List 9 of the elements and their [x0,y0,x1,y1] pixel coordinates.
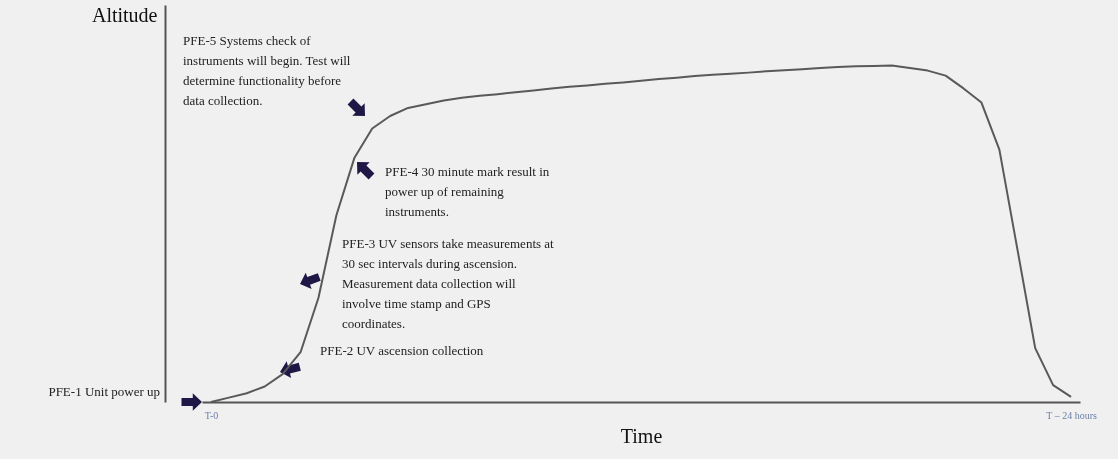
annotation: PFE-2 UV ascension collection [320,343,484,358]
x-axis-title: Time [620,424,663,447]
annotation: PFE-5 Systems check of instruments will begin. Test will determine functionality before data collection. [183,33,351,108]
annotation: PFE-3 UV sensors take measurements at 30 sec intervals during ascension. Measurement data collection will involve time stamp and GPS coordinates. [342,236,555,331]
text: PFE-1 Unit power up [48,384,160,399]
x-tick-label: T – 24 hours [1046,409,1097,421]
y-axis-title: Altitude [91,3,158,26]
annotation: PFE-4 30 minute mark result in power up of remaining instruments. [385,164,550,219]
x-tick-label: T-0 [204,409,219,421]
